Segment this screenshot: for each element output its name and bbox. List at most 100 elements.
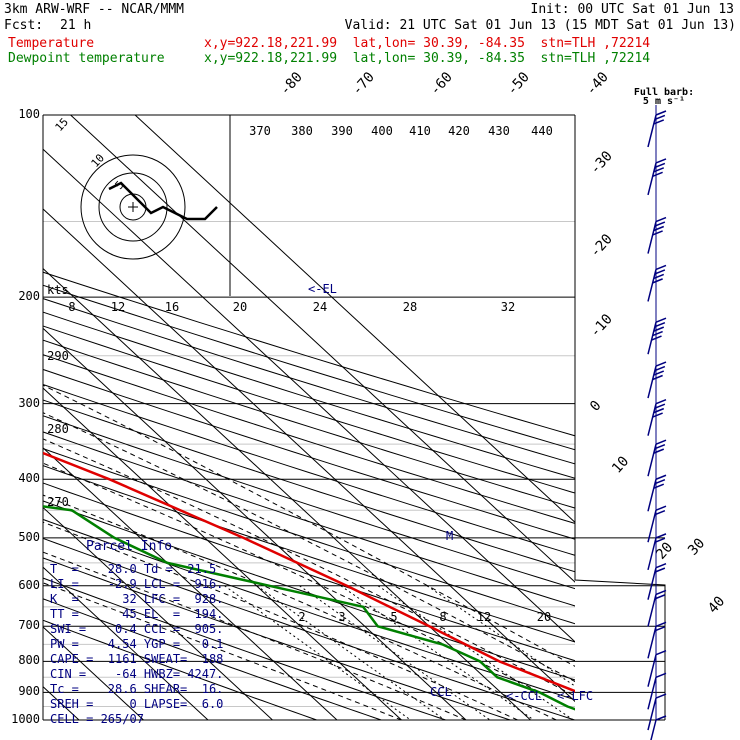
hodograph-ring-label: 15: [53, 115, 72, 134]
dry-adiabat-label: 390: [331, 124, 353, 138]
wind-barb: [647, 398, 667, 436]
hodograph-speed-label: 24: [313, 300, 327, 314]
wind-barb-flag: [655, 264, 667, 271]
dewpoint-location: x,y=922.18,221.99 lat,lon= 30.39, -84.35…: [204, 51, 651, 66]
dry-adiabat: [43, 284, 575, 451]
dry-adiabat-label: 410: [409, 124, 431, 138]
dry-adiabat: [43, 415, 575, 590]
hodograph-trace: [108, 181, 218, 221]
hodograph-ring: [98, 172, 168, 242]
wind-barb-flag: [652, 230, 663, 236]
wind-barb-flag: [655, 533, 667, 539]
wind-barb-flag: [655, 715, 667, 721]
wind-barb-staff: [647, 677, 657, 710]
wind-barb: [647, 621, 667, 659]
wind-barb-flag: [655, 474, 667, 480]
wind-barb-flag: [654, 594, 666, 600]
wind-barb: [647, 562, 667, 600]
hodograph-speed-label: 16: [165, 300, 179, 314]
parcel-info-row: SREH = 0 LAPSE= 6.0: [50, 697, 224, 711]
dry-adiabat: [43, 465, 575, 643]
wind-barb-flag: [653, 483, 665, 489]
temperature-legend: Temperature: [8, 36, 95, 51]
wind-barb-flag: [652, 412, 663, 418]
isotherm-label: -70: [349, 69, 378, 99]
isotherm-label: -10: [587, 311, 616, 341]
dry-adiabat: [43, 598, 382, 720]
parcel-info-row: LI = -2.9 LCL = 916.: [50, 577, 224, 591]
dry-adiabat-label: 420: [448, 124, 470, 138]
moist-adiabat: [43, 462, 575, 711]
mixing-ratio-label: 5: [390, 610, 397, 624]
parcel-info-row: CIN = -64 HWBZ= 4247.: [50, 667, 224, 681]
pressure-label: 400: [18, 471, 40, 486]
wind-barb-flag: [655, 110, 667, 116]
dewpoint-line: [43, 505, 575, 711]
dry-adiabat: [43, 399, 575, 573]
wind-barb-staff: [647, 510, 657, 543]
forecast-label: Fcst:: [4, 18, 44, 33]
isotherm-label: -20: [587, 231, 616, 261]
dry-adiabat: [43, 339, 575, 509]
wind-barb-flag: [653, 407, 665, 414]
dry-adiabat-label: 280: [47, 422, 69, 436]
wind-barb-flag: [655, 439, 667, 445]
wind-barb-staff: [650, 719, 657, 740]
isotherm-label: 0: [587, 398, 605, 415]
hodograph-units: kts: [47, 283, 69, 297]
wind-barb: [647, 110, 667, 148]
hodograph-speed-label: 8: [68, 300, 75, 314]
wind-barb-flag: [654, 269, 666, 275]
wind-barb: [650, 715, 667, 740]
wind-barb-flag: [652, 374, 663, 381]
wind-barb-flag: [655, 361, 667, 367]
wind-barb: [647, 158, 667, 196]
wind-barb: [647, 693, 667, 731]
isotherm-label: 10: [609, 453, 632, 476]
wind-barb-staff: [647, 479, 657, 512]
wind-barb: [647, 533, 667, 571]
sounding-annotation: <-EL: [308, 282, 337, 296]
dry-adiabat: [43, 557, 511, 720]
pressure-label: 500: [18, 529, 40, 544]
wind-barb-staff: [647, 626, 657, 659]
mixing-ratio-label: 2: [298, 610, 305, 624]
wind-barb-flag: [654, 567, 666, 573]
sounding-annotation: M: [446, 529, 453, 543]
wind-barb-staff: [647, 443, 657, 477]
wind-barb-flag: [654, 479, 666, 485]
wind-barb-staff: [647, 567, 657, 600]
dry-adiabat-label: 430: [488, 124, 510, 138]
mixing-ratio-line: [224, 585, 411, 720]
parcel-info-row: K = 32 LFC = 928.: [50, 592, 224, 606]
isotherm-label: -50: [504, 69, 533, 99]
wind-barb-flag: [653, 119, 665, 125]
forecast-hour: 21 h: [60, 18, 92, 33]
wind-barb: [647, 474, 667, 512]
wind-barb-flag: [655, 398, 667, 405]
wind-barb-flag: [652, 330, 663, 337]
parcel-info-title: Parcel Info: [86, 539, 173, 554]
wind-barb-staff: [647, 654, 657, 687]
hodograph-ring: [80, 154, 186, 260]
wind-barb: [647, 650, 667, 687]
wind-barb-staff: [647, 162, 657, 196]
isotherm: [43, 387, 402, 720]
mixing-ratio-label: 20: [537, 610, 551, 624]
wind-barb-flag: [652, 278, 663, 284]
isotherm-label: 30: [685, 535, 708, 558]
dry-adiabat-label: 380: [291, 124, 313, 138]
wind-barb-flag: [655, 562, 667, 569]
wind-barb-flag: [653, 225, 665, 232]
wind-barb-flag: [653, 370, 665, 376]
wind-barb-flag: [654, 626, 666, 632]
isotherm: [43, 208, 575, 703]
dry-adiabat-lines: [43, 271, 575, 720]
dry-adiabat: [43, 431, 575, 607]
dry-adiabat-label: 370: [249, 124, 271, 138]
pressure-label: 1000: [11, 712, 40, 726]
wind-barb-staff: [647, 594, 657, 627]
barb-legend-line1: Full barb:: [634, 87, 694, 98]
mixing-ratio-label: 8: [439, 610, 446, 624]
